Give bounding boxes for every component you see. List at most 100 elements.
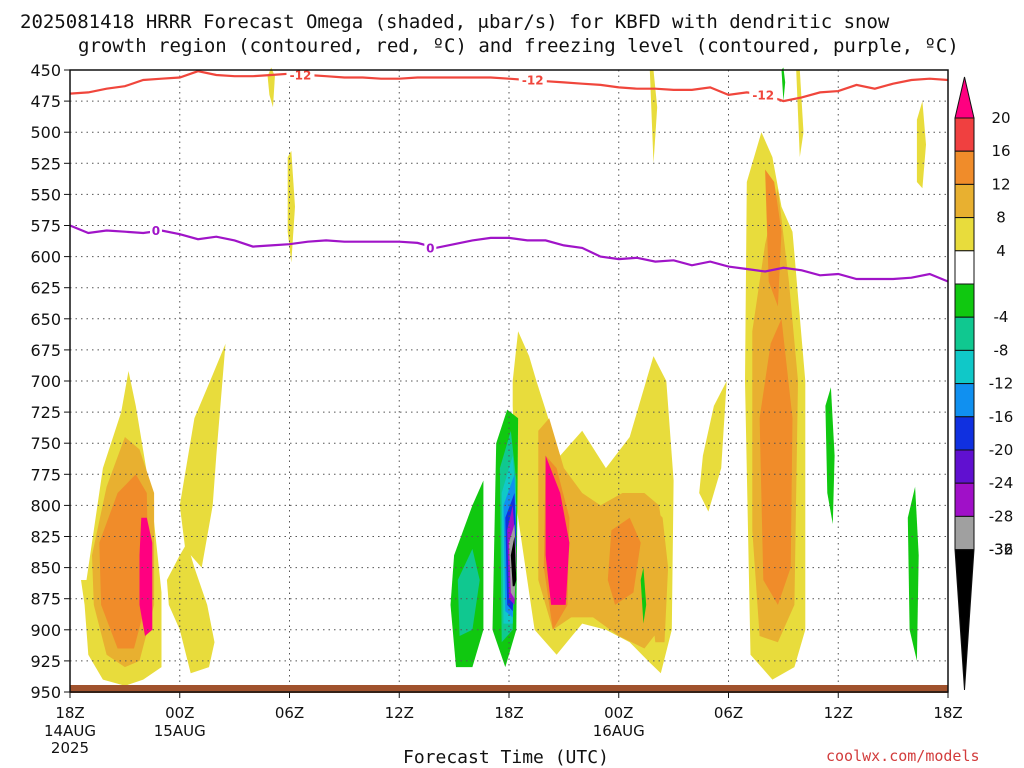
y-tick-label: 475 (30, 92, 61, 111)
x-tick-date: 14AUG (44, 722, 96, 740)
omega-shading (81, 67, 926, 686)
colorbar: 20 16 12 8 4 -4 -8 -12 -16 -20 -24 -28 -32-36 (954, 76, 1014, 691)
omega-region-12 (765, 169, 782, 307)
chart-title-line2: growth region (contoured, red, ºC) and f… (78, 35, 959, 57)
omega-region-12 (99, 474, 149, 649)
omega-region-neg4 (640, 567, 647, 624)
y-axis: 450 475 500 525 550 575 600 625 650 675 700 725 750 7… (30, 61, 70, 702)
colorbar-swatch (954, 117, 975, 152)
colorbar-top-arrow (954, 76, 975, 119)
colorbar-label: -20 (989, 441, 1014, 459)
omega-region-8 (648, 505, 669, 643)
omega-region-4 (166, 542, 215, 674)
y-tick-label: 625 (30, 279, 61, 298)
contour-label-bg (518, 72, 547, 87)
contour-label: -12 (290, 68, 312, 82)
omega-region-12 (759, 318, 793, 605)
x-tick-label: 12Z (385, 704, 414, 722)
contour-line-freezing (69, 224, 949, 283)
omega-region-neg36 (510, 536, 517, 587)
colorbar-swatch (954, 416, 975, 451)
colorbar-swatch (954, 515, 975, 551)
contour-label: 0 (426, 241, 434, 255)
x-tick-label: 06Z (714, 704, 743, 722)
y-tick-label: 750 (30, 434, 61, 453)
ground-strip (70, 685, 948, 693)
x-tick-label: 12Z (824, 704, 853, 722)
x-axis-label: Forecast Time (UTC) (403, 747, 609, 768)
omega-region-4 (267, 67, 275, 108)
x-tick-label: 18Z (494, 704, 523, 722)
colorbar-swatch (954, 150, 975, 185)
colorbar-label: 4 (996, 242, 1006, 260)
contour-label: -12 (752, 88, 774, 102)
colorbar-swatch (954, 349, 975, 385)
chart-title-line1: 2025081418 HRRR Forecast Omega (shaded, … (20, 11, 890, 33)
colorbar-swatch (954, 250, 975, 285)
contour-label-bg (149, 223, 162, 238)
colorbar-label: -4 (994, 308, 1009, 326)
colorbar-label: 20 (991, 109, 1010, 127)
colorbar-swatch (954, 283, 975, 318)
y-tick-label: 900 (30, 621, 61, 640)
omega-region-4 (649, 70, 658, 164)
y-tick-label: 725 (30, 403, 61, 422)
contour-label-bg (749, 87, 778, 102)
colorbar-label: -8 (994, 341, 1009, 359)
omega-region-neg4 (907, 486, 919, 661)
temperature-contours: -12 -12 -12 0 0 (69, 67, 949, 283)
x-tick-year: 2025 (51, 739, 89, 757)
colorbar-label: -24 (989, 474, 1014, 492)
colorbar-label: -28 (989, 507, 1014, 525)
colorbar-label: 16 (991, 142, 1010, 160)
omega-region-4 (179, 343, 226, 568)
y-tick-label: 800 (30, 496, 61, 515)
y-tick-label: 850 (30, 559, 61, 578)
contour-label: 0 (152, 224, 160, 238)
y-tick-label: 525 (30, 154, 61, 173)
omega-region-4 (699, 381, 727, 512)
colorbar-swatch (954, 316, 975, 351)
y-tick-label: 825 (30, 528, 61, 547)
omega-region-20 (545, 455, 570, 605)
y-tick-label: 600 (30, 248, 61, 267)
x-tick-label: 00Z (604, 704, 633, 722)
x-tick-label: 00Z (165, 704, 194, 722)
omega-region-neg4 (781, 67, 786, 102)
colorbar-label: 12 (991, 175, 1010, 193)
contour-label-bg (286, 67, 315, 82)
colorbar-swatch (954, 449, 975, 484)
x-tick-date: 16AUG (593, 722, 645, 740)
ground-terrain (70, 685, 948, 693)
colorbar-label: -12 (989, 375, 1014, 393)
plot-area: -12 -12 -12 0 0 (69, 67, 949, 693)
colorbar-label: -36 (989, 541, 1014, 559)
y-tick-label: 550 (30, 185, 61, 204)
contour-line-dgz (69, 70, 949, 103)
y-tick-label: 675 (30, 341, 61, 360)
omega-region-4 (796, 70, 804, 158)
y-tick-label: 950 (30, 683, 61, 702)
omega-region-12 (607, 517, 641, 605)
omega-region-4 (287, 150, 295, 263)
colorbar-label: 8 (996, 209, 1006, 227)
x-tick-label: 18Z (933, 704, 962, 722)
colorbar-swatch (954, 217, 975, 252)
x-tick-label: 18Z (55, 704, 84, 722)
colorbar-swatch (954, 183, 975, 219)
omega-region-4 (916, 101, 926, 189)
colorbar-swatch (954, 482, 975, 517)
x-tick-date: 15AUG (154, 722, 206, 740)
y-tick-label: 575 (30, 217, 61, 236)
colorbar-label: -32 (989, 541, 1014, 559)
y-tick-label: 775 (30, 465, 61, 484)
omega-region-20 (139, 517, 153, 636)
y-tick-label: 450 (30, 61, 61, 80)
x-tick-label: 06Z (275, 704, 304, 722)
y-tick-label: 925 (30, 652, 61, 671)
y-tick-label: 500 (30, 123, 61, 142)
credit-link[interactable]: coolwx.com/models (826, 747, 980, 765)
contour-label: -12 (522, 73, 544, 87)
